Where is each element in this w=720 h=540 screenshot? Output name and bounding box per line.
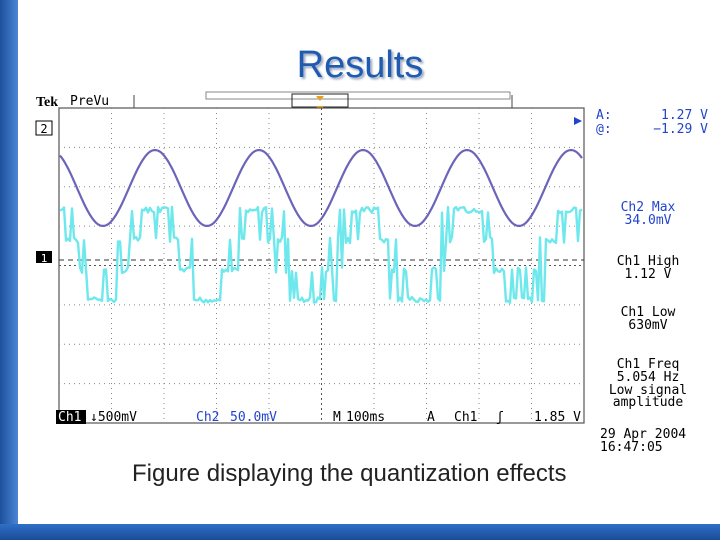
- scope-brand: Tek: [36, 95, 58, 110]
- ch2-marker-label: 2: [40, 122, 47, 136]
- slide-bottom-accent-bar: [0, 524, 720, 540]
- measurement-2-value: 1.12 V: [625, 267, 672, 282]
- cursor-a-value: 1.27 V: [661, 108, 708, 123]
- measurement-2-label: Ch1 High: [617, 254, 680, 269]
- status-ch1: Ch1: [58, 410, 81, 425]
- ch2-ground-marker[interactable]: [35, 120, 53, 136]
- freq-note-2: amplitude: [613, 395, 684, 410]
- ch1-marker-label: 1: [41, 252, 48, 265]
- measurement-3-value: 630mV: [628, 318, 667, 333]
- figure-caption: Figure displaying the quantization effec…: [132, 460, 567, 487]
- scope-graticule: [58, 107, 585, 424]
- slide-title: Results: [296, 44, 424, 86]
- ch2-trace: [59, 149, 583, 227]
- ch1-ground-marker[interactable]: [36, 251, 52, 263]
- scope-date: 29 Apr 2004: [600, 427, 686, 442]
- ch1-trace: [59, 205, 583, 305]
- status-ch1-scale: ↓500mV: [90, 410, 137, 425]
- status-ch2: Ch2: [196, 410, 219, 425]
- scope-timestamp: 29 Apr 2004 16:47:05: [600, 427, 686, 455]
- freq-note-1: Low signal: [609, 383, 687, 398]
- trigger-position-icon: [316, 96, 324, 101]
- freq-label: Ch1 Freq: [617, 357, 680, 372]
- status-timebase: 100ms: [346, 410, 385, 425]
- status-ch2-scale: 50.0mV: [230, 410, 277, 425]
- slide-left-accent-bar: [0, 0, 18, 540]
- cursor-at-value: −1.29 V: [653, 122, 708, 137]
- measurement-3-label: Ch1 Low: [621, 305, 676, 320]
- cursor-a-label: A:: [596, 108, 612, 123]
- oscilloscope-screenshot: Tek PreVu 2 1: [35, 91, 708, 455]
- trigger-slope-icon: ʃ: [496, 410, 504, 425]
- status-trig-source: Ch1: [454, 410, 477, 425]
- measurement-readouts: Ch2 Max 34.0mV Ch1 High 1.12 V Ch1 Low 6…: [609, 200, 687, 410]
- cursor-readout: A: 1.27 V @: −1.29 V: [596, 108, 708, 137]
- freq-value: 5.054 Hz: [617, 370, 680, 385]
- cursor-at-label: @:: [596, 122, 612, 137]
- status-m: M: [333, 410, 341, 425]
- status-trig-level: 1.85 V: [534, 410, 581, 425]
- scope-status-bar: Ch1 ↓500mV Ch2 50.0mV M 100ms A Ch1 ʃ 1.…: [56, 410, 581, 425]
- cursor-marker-icon: [574, 117, 582, 125]
- scope-time: 16:47:05: [600, 440, 663, 455]
- measurement-1-value: 34.0mV: [625, 213, 672, 228]
- record-view-bar: [205, 91, 511, 100]
- measurement-1-label: Ch2 Max: [621, 200, 676, 215]
- scope-mode: PreVu: [70, 94, 109, 109]
- status-ch1-box: [56, 410, 86, 424]
- status-a: A: [427, 410, 435, 425]
